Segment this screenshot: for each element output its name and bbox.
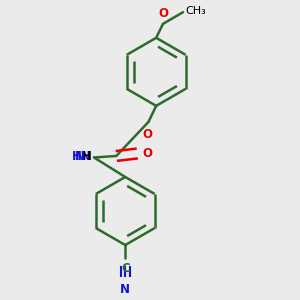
Text: CH₃: CH₃ xyxy=(186,6,206,16)
Text: H: H xyxy=(82,150,92,164)
Text: HN: HN xyxy=(72,150,92,164)
Text: O: O xyxy=(142,128,152,140)
Text: N: N xyxy=(75,150,85,164)
Text: N: N xyxy=(120,283,130,296)
Text: O: O xyxy=(142,147,152,160)
Text: O: O xyxy=(158,7,168,20)
Text: C: C xyxy=(121,262,130,275)
